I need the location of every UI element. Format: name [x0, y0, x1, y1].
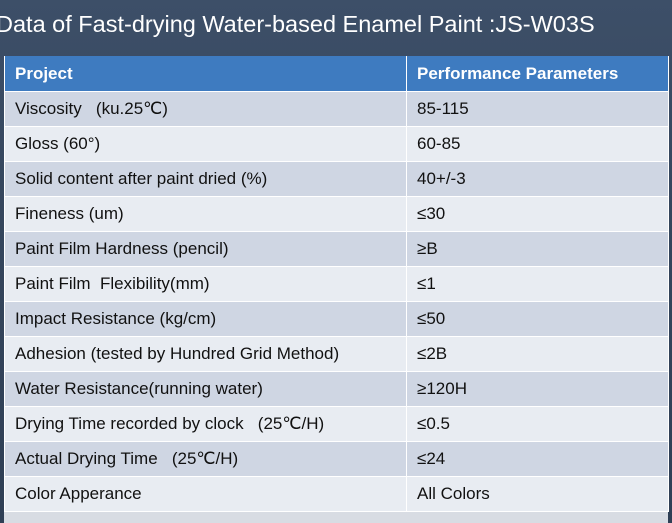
column-header-performance-parameters: Performance Parameters — [406, 56, 669, 92]
parameter-cell: ≤1 — [406, 266, 669, 302]
table-row: Paint Film Hardness (pencil) ≥B — [4, 231, 669, 267]
parameters-table: Project Performance Parameters Viscosity… — [4, 56, 669, 512]
project-cell: Actual Drying Time (25℃/H) — [4, 441, 407, 477]
table-row: Solid content after paint dried (%) 40+/… — [4, 161, 669, 197]
table-row: Fineness (um) ≤30 — [4, 196, 669, 232]
parameter-cell: ≥B — [406, 231, 669, 267]
project-cell: Impact Resistance (kg/cm) — [4, 301, 407, 337]
parameter-cell: ≤2B — [406, 336, 669, 372]
project-cell: Paint Film Flexibility(mm) — [4, 266, 407, 302]
parameter-cell: All Colors — [406, 476, 669, 512]
project-cell: Water Resistance(running water) — [4, 371, 407, 407]
project-cell: Paint Film Hardness (pencil) — [4, 231, 407, 267]
table-header-row: Project Performance Parameters — [4, 56, 669, 92]
parameter-cell: 60-85 — [406, 126, 669, 162]
table-row: Gloss (60°) 60-85 — [4, 126, 669, 162]
parameter-cell: 40+/-3 — [406, 161, 669, 197]
project-cell: Drying Time recorded by clock (25℃/H) — [4, 406, 407, 442]
table-row: Drying Time recorded by clock (25℃/H) ≤0… — [4, 406, 669, 442]
parameter-cell: ≥120H — [406, 371, 669, 407]
table-row: Water Resistance(running water) ≥120H — [4, 371, 669, 407]
project-cell: Gloss (60°) — [4, 126, 407, 162]
parameter-cell: ≤0.5 — [406, 406, 669, 442]
table-row: Adhesion (tested by Hundred Grid Method)… — [4, 336, 669, 372]
page-title: Data of Fast-drying Water-based Enamel P… — [0, 11, 595, 37]
parameter-cell: ≤30 — [406, 196, 669, 232]
table-row: Actual Drying Time (25℃/H) ≤24 — [4, 441, 669, 477]
project-cell: Adhesion (tested by Hundred Grid Method) — [4, 336, 407, 372]
project-cell: Color Apperance — [4, 476, 407, 512]
table-row: Paint Film Flexibility(mm) ≤1 — [4, 266, 669, 302]
project-cell: Fineness (um) — [4, 196, 407, 232]
project-cell: Solid content after paint dried (%) — [4, 161, 407, 197]
parameter-cell: ≤24 — [406, 441, 669, 477]
project-cell: Viscosity (ku.25℃) — [4, 91, 407, 127]
table-row: Color Apperance All Colors — [4, 476, 669, 512]
table-row: Impact Resistance (kg/cm) ≤50 — [4, 301, 669, 337]
parameter-cell: 85-115 — [406, 91, 669, 127]
parameter-cell: ≤50 — [406, 301, 669, 337]
table-row: Viscosity (ku.25℃) 85-115 — [4, 91, 669, 127]
parameters-table-container: Project Performance Parameters Viscosity… — [4, 56, 669, 523]
column-header-project: Project — [4, 56, 407, 92]
